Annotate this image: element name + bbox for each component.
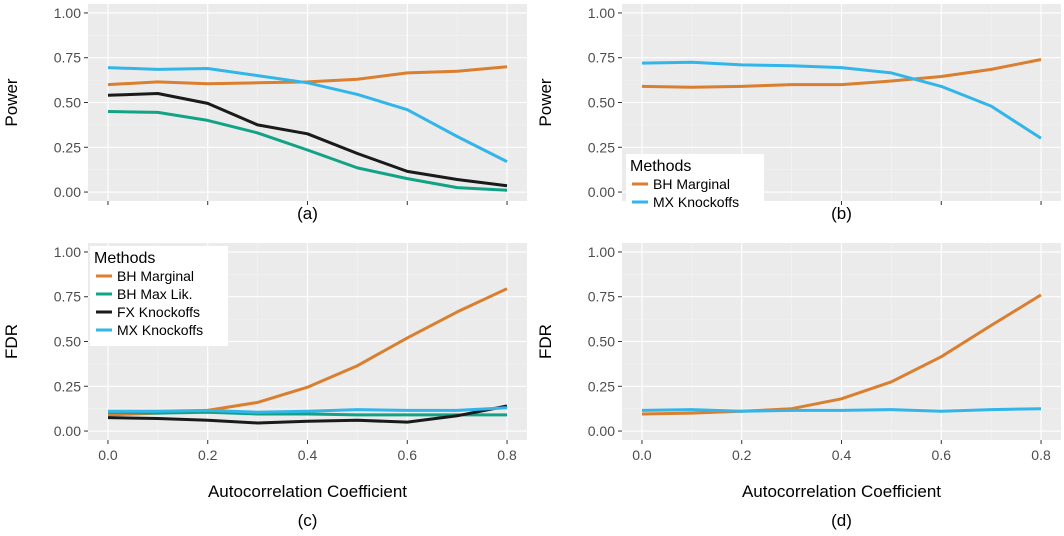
x-tick-label: 0.0 [98,447,118,463]
y-axis-title: FDR [2,324,21,359]
y-tick-label: 0.25 [588,139,615,155]
series-line-bh-max-lik [107,410,507,417]
legend-label: BH Marginal [117,268,194,284]
y-tick-label: 1.00 [54,244,81,260]
y-tick-label: 0.00 [588,423,615,439]
x-tick-label: 0.8 [497,447,517,463]
x-tick-label: 0.4 [298,447,318,463]
x-tick-label: 0.6 [932,447,952,463]
y-tick-label: 0.75 [588,50,615,66]
legend-title: Methods [94,250,155,267]
series-line-mx-knockoffs [641,407,1042,413]
legend-label: BH Max Lik. [117,286,192,302]
x-tick-label: 0.2 [198,447,218,463]
panel-caption: (d) [831,511,852,530]
panel-d: 0.0 0.2 0.4 0.6 0.8 0.00 0.25 0.50 0.75 1.00 FDR Au… [536,243,1061,530]
y-tick-label: 0.75 [588,289,615,305]
series-line-fx-knockoffs [107,92,508,188]
series-line-bh-marginal [641,293,1042,416]
series-line-mx-knockoffs [107,66,508,163]
y-tick-label: 1.00 [588,244,615,260]
y-axis-title: FDR [536,324,555,359]
y-tick-label: 0.75 [54,289,81,305]
y-tick-label: 0.00 [54,184,81,200]
legend-box [90,246,228,346]
x-axis-title: Autocorrelation Coefficient [208,482,407,501]
legend-label: MX Knockoffs [117,322,203,338]
y-tick-label: 0.00 [54,423,81,439]
panel-caption: (a) [297,204,318,223]
y-tick-label: 0.50 [588,95,615,111]
y-tick-label: 0.25 [588,378,615,394]
x-tick-label: 0.4 [832,447,852,463]
legend-box [626,154,764,218]
y-tick-label: 0.25 [54,139,81,155]
legend-label: BH Marginal [653,176,730,192]
panel-caption: (b) [831,204,852,223]
series-line-mx-knockoffs [641,60,1042,140]
panel-c: 0.0 0.2 0.4 0.6 0.8 0.00 0.25 0.50 0.75 1.00 FDR Au… [2,243,527,530]
y-axis-title: Power [536,78,555,127]
x-tick-label: 0.2 [732,447,752,463]
x-tick-label: 0.8 [1031,447,1051,463]
y-tick-label: 0.75 [54,50,81,66]
series-line-mx-knockoffs [108,406,508,414]
x-tick-label: 0.6 [398,447,418,463]
x-tick-label: 0.0 [632,447,652,463]
x-axis-title: Autocorrelation Coefficient [742,482,941,501]
legend-title: Methods [630,158,691,175]
panel-a: 0.00 0.25 0.50 0.75 1.00 Power (a) [2,4,527,223]
series-line-bh-max-lik [107,110,508,192]
panel-caption: (c) [298,511,318,530]
legend-label: MX Knockoffs [653,194,739,210]
legend-label: FX Knockoffs [117,304,200,320]
y-tick-label: 1.00 [588,5,615,21]
y-tick-label: 0.50 [588,334,615,350]
y-tick-label: 0.50 [54,95,81,111]
y-tick-label: 1.00 [54,5,81,21]
y-axis-title: Power [2,78,21,127]
y-tick-label: 0.00 [588,184,615,200]
y-tick-label: 0.25 [54,378,81,394]
y-tick-label: 0.50 [54,334,81,350]
series-line-bh-marginal [641,58,1042,89]
series-line-fx-knockoffs [107,404,508,425]
